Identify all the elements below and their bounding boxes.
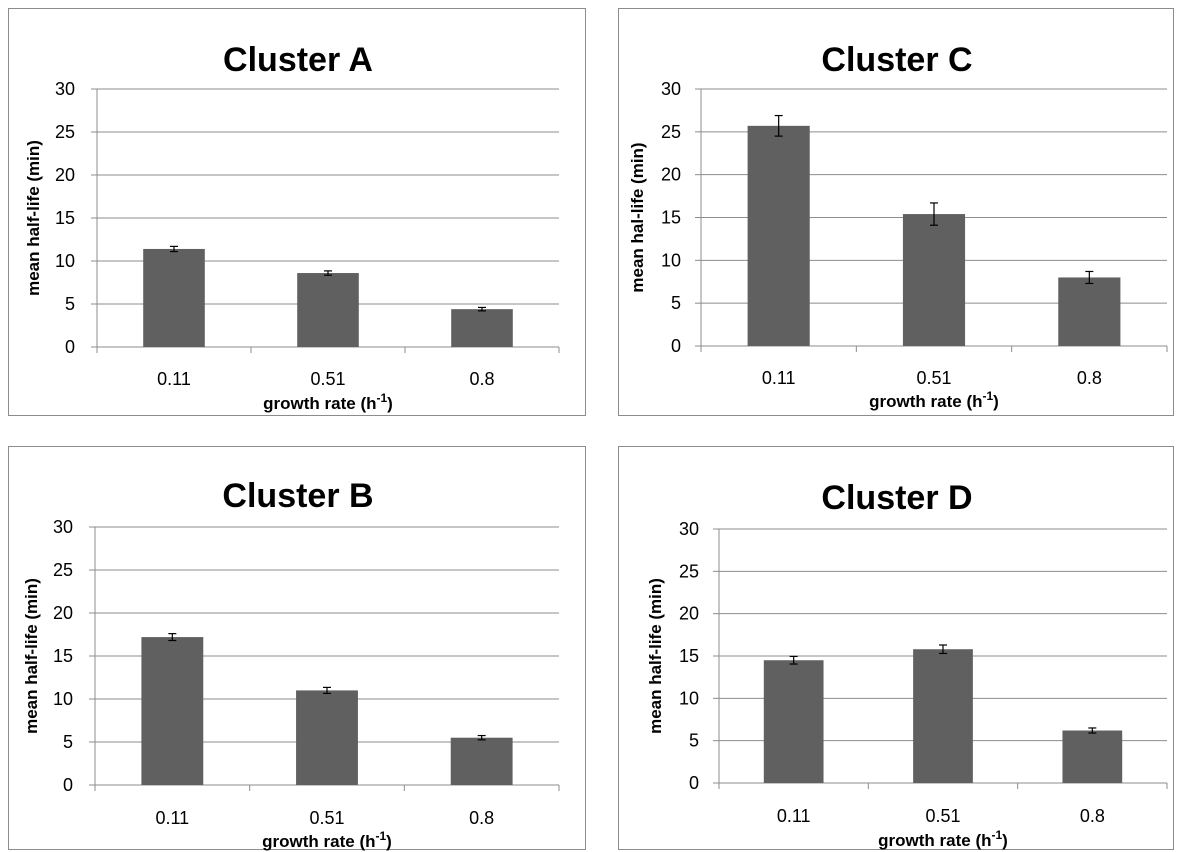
y-tick-label: 20 bbox=[661, 165, 681, 185]
y-tick-label: 0 bbox=[63, 775, 73, 795]
y-tick-label: 25 bbox=[679, 561, 699, 581]
x-tick-label: 0.8 bbox=[1077, 368, 1102, 388]
y-tick-label: 10 bbox=[53, 689, 73, 709]
x-tick-label: 0.51 bbox=[309, 808, 344, 828]
chart-title: Cluster C bbox=[821, 41, 972, 79]
y-tick-label: 5 bbox=[65, 294, 75, 314]
x-axis-label: growth rate (h-1) bbox=[878, 828, 1008, 850]
bar bbox=[297, 273, 359, 347]
bar bbox=[902, 214, 966, 346]
bar bbox=[1062, 730, 1123, 783]
y-tick-label: 20 bbox=[55, 165, 75, 185]
y-tick-label: 30 bbox=[55, 79, 75, 99]
x-tick-label: 0.8 bbox=[469, 808, 494, 828]
y-tick-label: 25 bbox=[55, 122, 75, 142]
x-tick-label: 0.51 bbox=[925, 806, 960, 826]
bar bbox=[913, 649, 973, 783]
y-tick-label: 0 bbox=[65, 337, 75, 357]
y-tick-label: 5 bbox=[63, 732, 73, 752]
y-axis-label: mean half-life (min) bbox=[24, 140, 43, 296]
bar bbox=[451, 309, 513, 347]
chart-title: Cluster B bbox=[222, 477, 373, 515]
y-axis-label: mean hal-life (min) bbox=[628, 142, 647, 292]
x-tick-label: 0.51 bbox=[310, 369, 345, 389]
y-tick-label: 15 bbox=[55, 208, 75, 228]
chart-panel-cluster-d: Cluster D 0 5 10 15 20 25 30 0.11 0.51 0.8 growth r… bbox=[618, 446, 1174, 850]
chart-svg: Cluster B 0 5 10 15 20 25 30 0.11 0.51 0.8 growth r… bbox=[22, 477, 560, 851]
chart-svg: Cluster C 0 5 10 15 20 25 30 0.11 0.51 0.8 growth r… bbox=[628, 41, 1168, 411]
y-tick-label: 20 bbox=[53, 603, 73, 623]
y-tick-label: 5 bbox=[689, 731, 699, 751]
y-tick-label: 10 bbox=[55, 251, 75, 271]
x-tick-label: 0.11 bbox=[155, 808, 189, 828]
chart-title: Cluster A bbox=[223, 41, 373, 79]
bar bbox=[143, 248, 205, 347]
x-axis-label: growth rate (h-1) bbox=[869, 389, 999, 411]
y-tick-label: 25 bbox=[661, 122, 681, 142]
x-tick-label: 0.11 bbox=[762, 368, 796, 388]
x-tick-label: 0.51 bbox=[916, 368, 951, 388]
y-tick-label: 30 bbox=[661, 79, 681, 99]
chart-svg: Cluster A 0 5 10 15 20 25 30 0.11 0.51 0.8 growth r… bbox=[24, 41, 560, 413]
y-axis-label: mean half-life (min) bbox=[22, 578, 41, 734]
x-tick-label: 0.8 bbox=[1080, 806, 1105, 826]
chart-panel-cluster-b: Cluster B 0 5 10 15 20 25 30 0.11 0.51 0.8 growth r… bbox=[8, 446, 586, 851]
y-tick-label: 20 bbox=[679, 604, 699, 624]
y-tick-label: 10 bbox=[661, 250, 681, 270]
y-tick-label: 25 bbox=[53, 560, 73, 580]
chart-svg: Cluster D 0 5 10 15 20 25 30 0.11 0.51 0.8 growth r… bbox=[646, 479, 1168, 850]
bar bbox=[296, 690, 358, 785]
y-tick-label: 15 bbox=[53, 646, 73, 666]
bar bbox=[450, 737, 513, 785]
y-tick-label: 30 bbox=[679, 519, 699, 539]
chart-title: Cluster D bbox=[821, 479, 972, 517]
y-tick-label: 15 bbox=[679, 646, 699, 666]
bar bbox=[763, 660, 824, 783]
y-tick-label: 15 bbox=[661, 208, 681, 228]
y-axis-label: mean half-life (min) bbox=[646, 578, 665, 734]
bar bbox=[1058, 277, 1121, 346]
y-tick-label: 30 bbox=[53, 517, 73, 537]
y-tick-label: 5 bbox=[671, 293, 681, 313]
y-tick-label: 0 bbox=[689, 773, 699, 793]
x-tick-label: 0.11 bbox=[157, 369, 191, 389]
x-tick-label: 0.11 bbox=[777, 806, 811, 826]
x-axis-label: growth rate (h-1) bbox=[262, 829, 392, 851]
bar bbox=[141, 637, 204, 785]
bar bbox=[747, 125, 810, 346]
chart-panel-cluster-c: Cluster C 0 5 10 15 20 25 30 0.11 0.51 0.8 growth r… bbox=[618, 8, 1174, 416]
chart-panel-cluster-a: Cluster A 0 5 10 15 20 25 30 0.11 0.51 0.8 growth r… bbox=[8, 8, 586, 416]
y-tick-label: 0 bbox=[671, 336, 681, 356]
y-tick-label: 10 bbox=[679, 688, 699, 708]
x-tick-label: 0.8 bbox=[469, 369, 494, 389]
x-axis-label: growth rate (h-1) bbox=[263, 391, 393, 413]
